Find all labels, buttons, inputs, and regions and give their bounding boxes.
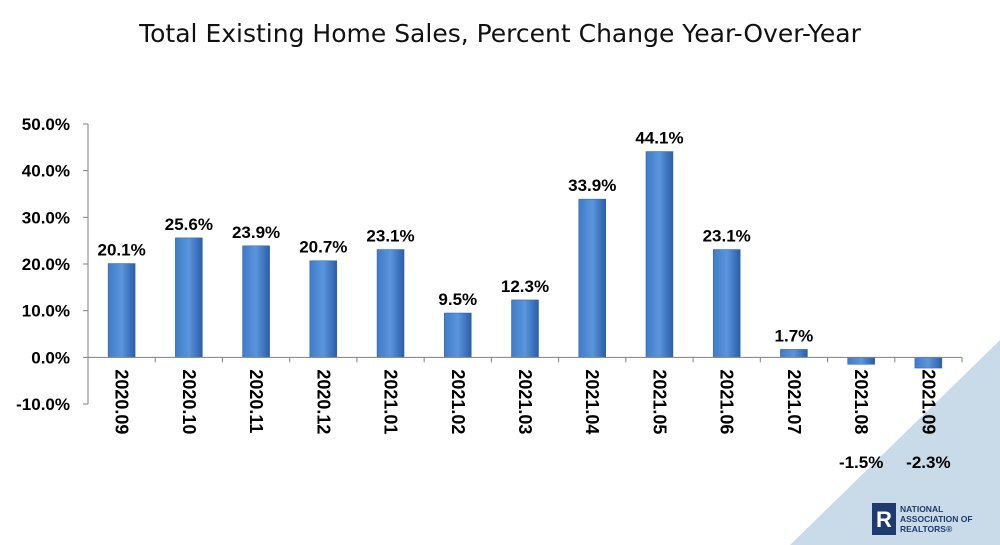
x-tick-label: 2020.12 xyxy=(313,369,333,434)
y-tick-label: 20.0% xyxy=(22,255,70,274)
data-label: 23.9% xyxy=(232,223,280,242)
x-tick-label: 2020.09 xyxy=(112,369,132,434)
data-label: 33.9% xyxy=(568,176,616,195)
y-axis: -10.0% 0.0% 10.0% 20.0% 30.0% 40.0% 50.0% xyxy=(16,115,89,414)
bar xyxy=(376,249,405,358)
x-tick-label: 2021.03 xyxy=(515,369,535,434)
bar xyxy=(847,357,875,365)
realtors-logo: R NATIONAL ASSOCIATION OF REALTORS® xyxy=(872,503,973,535)
corner-accent-triangle xyxy=(790,340,1000,545)
bar xyxy=(914,357,943,369)
y-tick-label: 0.0% xyxy=(31,348,70,367)
data-label: 23.1% xyxy=(703,227,751,246)
data-label: 12.3% xyxy=(501,277,549,296)
y-tick-label: 10.0% xyxy=(22,302,70,321)
bar xyxy=(175,237,203,358)
x-tick-label: 2021.04 xyxy=(582,369,602,434)
data-label: 44.1% xyxy=(635,129,683,148)
logo-line-1: NATIONAL xyxy=(900,504,943,514)
data-label: 23.1% xyxy=(366,227,414,246)
x-tick-label: 2021.08 xyxy=(851,369,871,434)
bar xyxy=(444,312,472,358)
bar xyxy=(712,249,741,358)
y-tick-label: -10.0% xyxy=(16,395,70,414)
x-tick-label: 2021.01 xyxy=(381,369,401,434)
data-label: 1.7% xyxy=(775,326,814,345)
realtors-logo-mark xyxy=(872,503,896,535)
x-tick-label: 2021.06 xyxy=(717,369,737,434)
bar xyxy=(511,299,539,358)
x-tick-label: 2021.05 xyxy=(649,369,669,434)
x-tick-label: 2020.10 xyxy=(179,369,199,434)
bar xyxy=(242,245,270,358)
y-tick-label: 40.0% xyxy=(22,162,70,181)
chart-title: Total Existing Home Sales, Percent Chang… xyxy=(138,19,861,48)
realtors-logo-letter: R xyxy=(876,507,892,532)
x-tick-label: 2020.11 xyxy=(246,369,266,433)
x-tick-label: 2021.02 xyxy=(448,369,468,434)
bar xyxy=(578,198,606,358)
bar xyxy=(780,349,808,358)
x-tick-label: 2021.07 xyxy=(784,369,804,434)
data-label: 9.5% xyxy=(438,290,477,309)
bar xyxy=(309,260,338,358)
y-tick-label: 30.0% xyxy=(22,208,70,227)
logo-line-2: ASSOCIATION OF xyxy=(900,514,973,524)
x-tick-label: 2021.09 xyxy=(918,369,938,434)
logo-line-3: REALTORS® xyxy=(900,524,953,534)
data-label: 25.6% xyxy=(165,215,213,234)
y-tick-label: 50.0% xyxy=(22,115,70,134)
data-label: -2.3% xyxy=(906,453,950,472)
bar xyxy=(107,263,136,358)
data-label: 20.7% xyxy=(299,238,347,257)
x-axis: 2020.09 2020.10 2020.11 2020.12 2021.01 2021.… xyxy=(87,356,963,434)
bar xyxy=(645,151,674,358)
data-label: 20.1% xyxy=(98,241,146,260)
bars: 20.1% 25.6% 23.9% 20.7% 23.1% 9.5% 12.3% 33.9% 4… xyxy=(98,129,951,472)
data-label: -1.5% xyxy=(839,453,883,472)
